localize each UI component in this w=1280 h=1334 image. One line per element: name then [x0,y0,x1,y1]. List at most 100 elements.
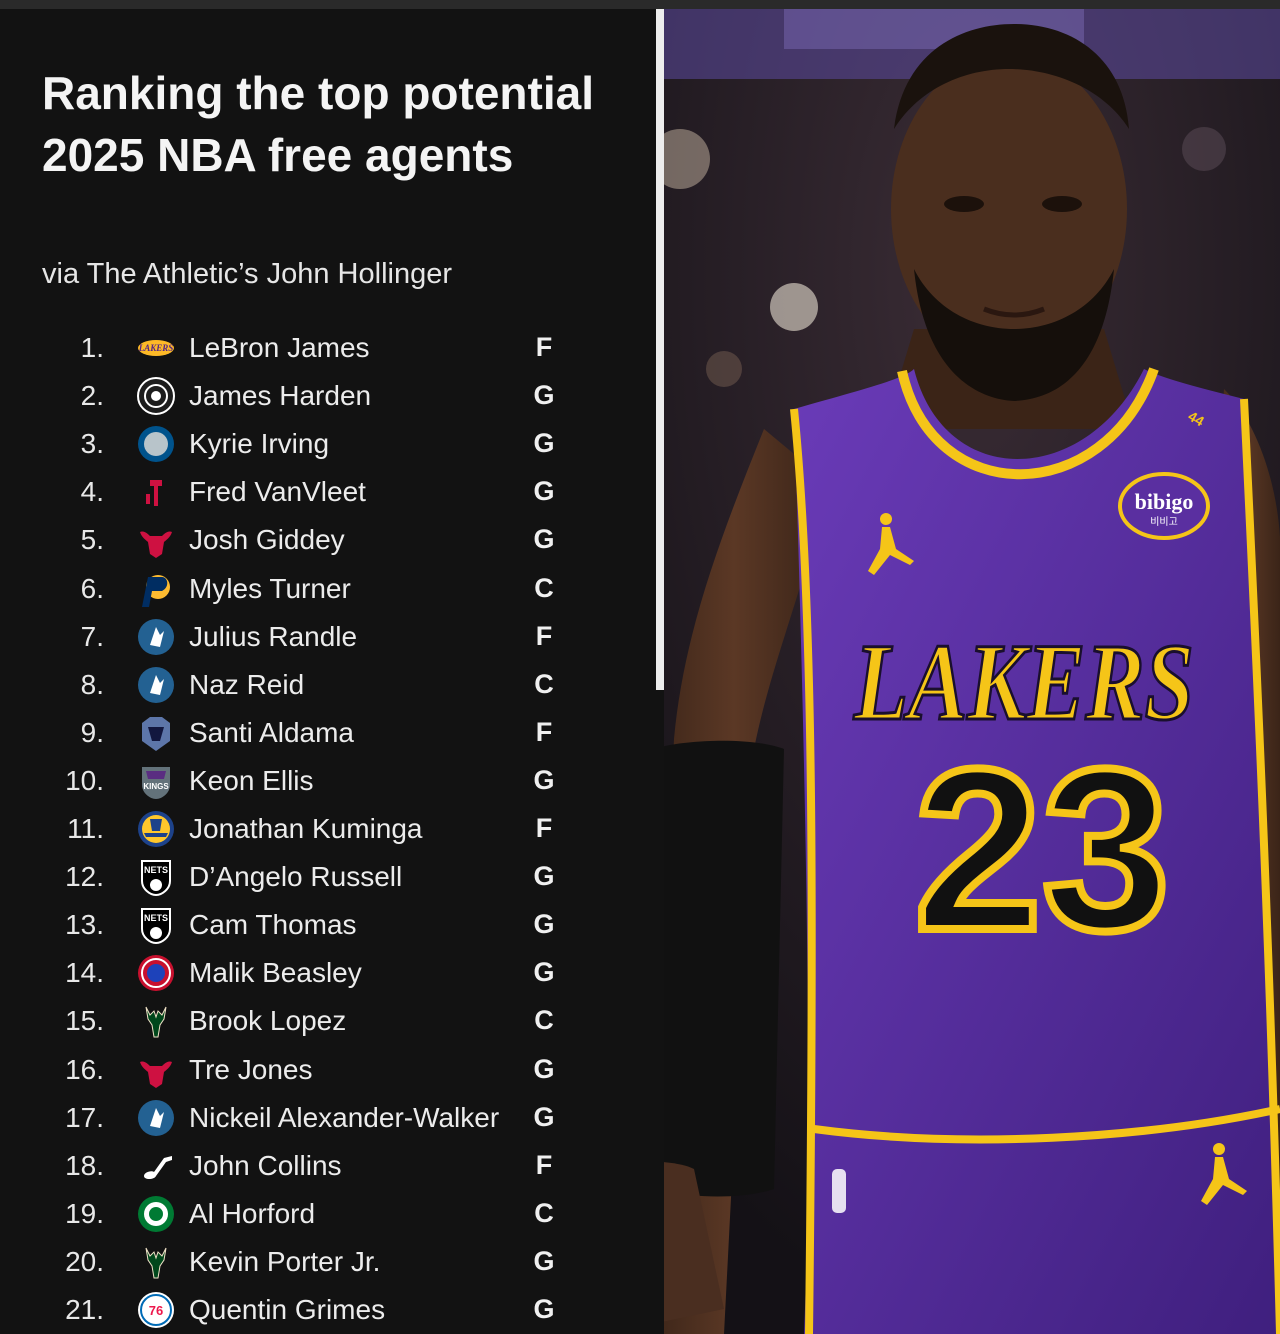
player-row: 9. Santi Aldama F [0,709,656,757]
svg-text:KINGS: KINGS [143,782,169,791]
player-rank: 10. [65,764,104,796]
player-row: 2. James Harden G [0,372,656,420]
sponsor-name: bibigo [1135,489,1194,514]
player-rank: 5. [80,524,104,556]
top-bar [0,0,1280,9]
player-position: F [535,620,553,651]
player-position: G [533,1245,555,1276]
player-name: Jonathan Kuminga [189,813,423,844]
player-position: G [533,957,555,988]
mavericks-logo-icon [136,424,176,464]
player-position: G [533,1053,555,1084]
svg-text:NETS: NETS [144,865,168,875]
pacers-logo-icon [136,569,176,609]
player-row: 8. Naz Reid C [0,661,656,709]
player-name: Julius Randle [189,620,358,652]
player-name: Santi Aldama [189,716,354,748]
player-name: Brook Lopez [189,1005,347,1037]
player-row: 12. NETS D’Angelo Russell G [0,853,656,901]
player-row: 7. Julius Randle F [0,613,656,661]
player-name: Quentin Grimes [189,1294,386,1325]
player-row: 20. Kevin Porter Jr. G [0,1238,656,1286]
player-rank: 1. [80,332,104,363]
player-position: C [534,572,554,603]
nets-logo-icon: NETS [136,905,176,945]
player-rank: 20. [65,1245,104,1277]
sponsor-subtext: 비비고 [1150,516,1178,528]
player-rank: 14. [65,957,104,989]
player-rank: 8. [80,668,104,700]
player-position: G [533,1294,555,1324]
page-subtitle: via The Athletic’s John Hollinger [42,258,452,290]
player-position: G [533,1101,555,1132]
jordan-logo-icon [1201,1143,1247,1205]
player-rank: 2. [80,380,104,412]
player-row: 4. Fred VanVleet G [0,468,656,516]
player-name: Cam Thomas [189,909,357,941]
player-position: C [534,1005,554,1036]
player-position: G [533,524,555,555]
nba-logo-icon [832,1169,846,1213]
player-row: 13. NETS Cam Thomas G [0,901,656,949]
celtics-logo-icon [136,1194,176,1234]
player-name: Josh Giddey [189,524,345,556]
bulls-logo-icon [136,520,176,560]
bulls-logo-icon [136,1050,176,1090]
jersey-number: 23 [914,721,1170,978]
player-row: 5. Josh Giddey G [0,516,656,564]
svg-text:LAKERS: LAKERS [138,343,174,353]
player-name: James Harden [189,380,372,412]
timberwolves-logo-icon [136,1098,176,1138]
player-position: G [533,764,555,795]
player-row: 1. LAKERS LeBron James F [0,324,656,372]
player-position: F [535,813,553,843]
player-position: G [533,380,555,411]
player-rank: 4. [80,476,104,508]
player-row: 19. Al Horford C [0,1190,656,1238]
clippers-logo-icon [136,376,176,416]
rockets-logo-icon [136,472,176,512]
pistons-logo-icon [136,953,176,993]
lakers-logo-icon: LAKERS [136,328,176,368]
jersey-team-name: LAKERS [853,621,1194,743]
player-rank: 19. [65,1197,104,1229]
player-row: 18. John Collins F [0,1142,656,1190]
player-photo-illustration: 44 bibigo 비비고 LAKERS 23 [664,9,1280,1334]
player-position: F [535,332,553,362]
player-name: Al Horford [189,1197,316,1229]
timberwolves-logo-icon [136,617,176,657]
player-name: John Collins [189,1149,342,1181]
player-position: G [533,476,555,507]
player-row: 15. Brook Lopez C [0,997,656,1045]
nets-logo-icon: NETS [136,857,176,897]
warriors-logo-icon [136,809,176,849]
player-rank: 12. [65,861,104,893]
76ers-logo-icon: 76 [136,1290,176,1330]
player-photo: 44 bibigo 비비고 LAKERS 23 A [664,9,1280,1334]
player-rank: 11. [67,813,104,844]
player-name: D’Angelo Russell [189,861,403,893]
player-row: 21. 76 Quentin Grimes G [0,1286,656,1334]
player-rank: 17. [65,1101,104,1133]
player-name: Malik Beasley [189,957,362,989]
player-rank: 13. [65,909,104,941]
player-head [891,54,1127,364]
player-position: G [533,428,555,459]
grizzlies-logo-icon [136,713,176,753]
player-row: 16. Tre Jones G [0,1046,656,1094]
svg-text:NETS: NETS [144,913,168,923]
player-name: Myles Turner [189,572,351,604]
player-name: Kyrie Irving [189,428,330,460]
divider [656,9,664,690]
jazz-logo-icon [136,1146,176,1186]
player-rank: 7. [80,620,104,652]
player-rank: 16. [65,1053,104,1085]
player-position: G [533,909,555,940]
player-position: G [533,861,555,892]
arena-light [770,283,818,331]
player-position: C [534,1197,554,1228]
kings-logo-icon: KINGS [136,761,176,801]
jordan-logo-icon [868,513,914,575]
player-name: Naz Reid [189,668,305,700]
